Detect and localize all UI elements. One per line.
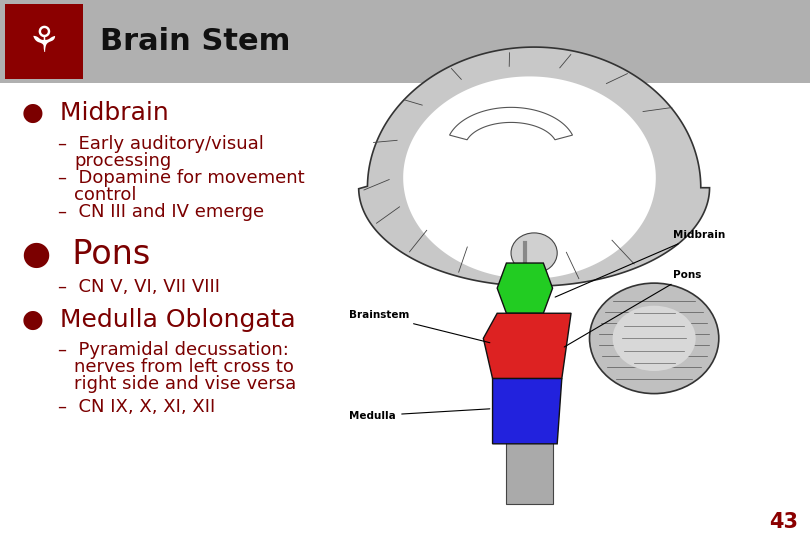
Polygon shape: [492, 379, 562, 444]
Text: nerves from left cross to: nerves from left cross to: [74, 358, 294, 376]
Polygon shape: [484, 313, 571, 379]
Ellipse shape: [590, 283, 718, 394]
Text: ●  Medulla Oblongata: ● Medulla Oblongata: [22, 308, 296, 332]
Text: control: control: [74, 186, 137, 204]
Text: Medulla: Medulla: [349, 409, 490, 421]
Text: Brainstem: Brainstem: [349, 310, 490, 343]
FancyBboxPatch shape: [5, 4, 83, 79]
Text: ⚘: ⚘: [28, 24, 60, 58]
Polygon shape: [497, 263, 552, 313]
Ellipse shape: [511, 233, 557, 273]
Text: ●  Midbrain: ● Midbrain: [22, 101, 168, 125]
Text: 43: 43: [769, 512, 798, 532]
FancyBboxPatch shape: [506, 439, 552, 504]
Text: –  CN IX, X, XI, XII: – CN IX, X, XI, XII: [58, 398, 215, 416]
Polygon shape: [450, 107, 573, 140]
FancyBboxPatch shape: [0, 0, 810, 83]
Text: –  Early auditory/visual: – Early auditory/visual: [58, 135, 264, 153]
Text: processing: processing: [74, 152, 171, 170]
Text: right side and vise versa: right side and vise versa: [74, 375, 296, 393]
Ellipse shape: [612, 306, 696, 371]
Text: –  CN V, VI, VII VIII: – CN V, VI, VII VIII: [58, 278, 220, 296]
Text: Pons: Pons: [565, 270, 701, 347]
Text: ●  Pons: ● Pons: [22, 238, 150, 271]
Text: –  CN III and IV emerge: – CN III and IV emerge: [58, 203, 264, 221]
Polygon shape: [359, 47, 710, 286]
Text: Brain Stem: Brain Stem: [100, 27, 290, 56]
Text: Midbrain: Midbrain: [555, 230, 725, 297]
Text: –  Dopamine for movement: – Dopamine for movement: [58, 169, 305, 187]
Text: –  Pyramidal decussation:: – Pyramidal decussation:: [58, 341, 289, 359]
Polygon shape: [403, 77, 656, 279]
